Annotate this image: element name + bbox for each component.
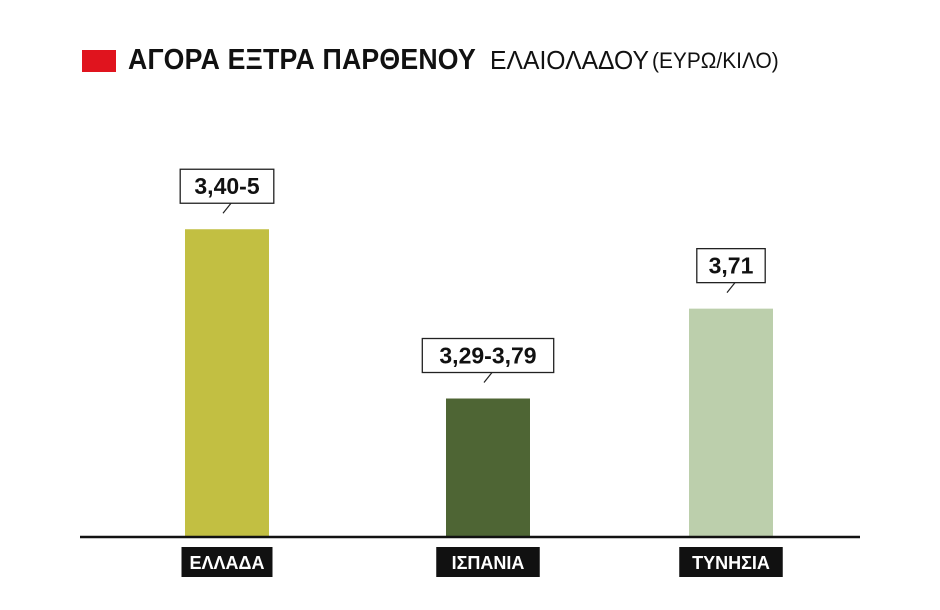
- bar-1: [185, 229, 269, 537]
- chart-title-light: ΕΛΑΙΟΛΑΔΟΥ: [490, 45, 650, 75]
- data-label-leader: [483, 372, 493, 383]
- data-label-box: [696, 247, 766, 284]
- chart-title: ΑΓΟΡΑ ΕΞΤΡΑ ΠΑΡΘΕΝΟΥ ΕΛΑΙΟΛΑΔΟΥ (ΕΥΡΩ/ΚΙ…: [82, 44, 785, 77]
- bar-3: [689, 308, 773, 537]
- data-label-text: 3,29-3,79: [439, 343, 536, 369]
- category-label-text: ΤΥΝΗΣΙΑ: [692, 553, 770, 573]
- category-label-box: [679, 547, 783, 577]
- category-label-2: ΙΣΠΑΝΙΑ: [436, 547, 540, 577]
- data-label-leader: [726, 282, 736, 294]
- category-label-text: ΕΛΛΑΔΑ: [190, 553, 265, 573]
- category-label-1: ΕΛΛΑΔΑ: [181, 547, 273, 577]
- data-label-3: 3,71: [696, 247, 766, 294]
- data-label-box: [421, 337, 555, 374]
- data-label-1: 3,40-5: [179, 168, 275, 214]
- category-label-box: [436, 547, 540, 577]
- data-label-2: 3,29-3,79: [421, 337, 555, 383]
- data-label-text: 3,71: [709, 253, 754, 279]
- chart-title-unit: (ΕΥΡΩ/ΚΙΛΟ): [651, 47, 779, 73]
- category-label-box: [181, 547, 273, 577]
- category-label-3: ΤΥΝΗΣΙΑ: [679, 547, 783, 577]
- bar-2: [446, 398, 530, 537]
- data-label-leader: [222, 202, 232, 214]
- category-label-text: ΙΣΠΑΝΙΑ: [452, 553, 525, 573]
- data-label-box: [179, 168, 275, 204]
- title-color-swatch: [82, 49, 116, 72]
- data-label-text: 3,40-5: [194, 173, 259, 199]
- chart-title-bold: ΑΓΟΡΑ ΕΞΤΡΑ ΠΑΡΘΕΝΟΥ: [128, 44, 476, 76]
